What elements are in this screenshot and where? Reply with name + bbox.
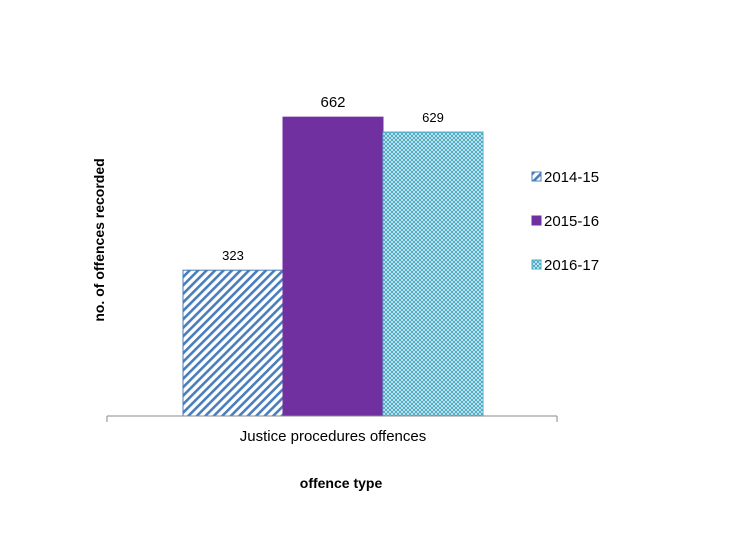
bar-2015-16: [282, 116, 384, 417]
x-axis-title: offence type: [300, 475, 383, 491]
legend-swatch-2016-17: [531, 259, 542, 270]
bar-2014-15: [182, 269, 284, 417]
bars-group: [182, 116, 484, 417]
legend-swatch-2015-16: [531, 215, 542, 226]
x-tick-label: Justice procedures offences: [240, 428, 427, 445]
legend-label-2015-16: 2015-16: [544, 213, 599, 230]
y-axis-title: no. of offences recorded: [91, 158, 107, 321]
data-label-2016-17: 629: [422, 110, 444, 125]
legend-label-2016-17: 2016-17: [544, 257, 599, 274]
legend: 2014-15 2015-16 2016-17: [531, 169, 599, 274]
bar-2016-17: [382, 131, 484, 417]
legend-swatch-2014-15: [531, 171, 542, 182]
data-label-2014-15: 323: [222, 248, 244, 263]
legend-label-2014-15: 2014-15: [544, 169, 599, 186]
data-labels-group: 323 662 629: [222, 94, 444, 263]
data-label-2015-16: 662: [320, 94, 345, 111]
